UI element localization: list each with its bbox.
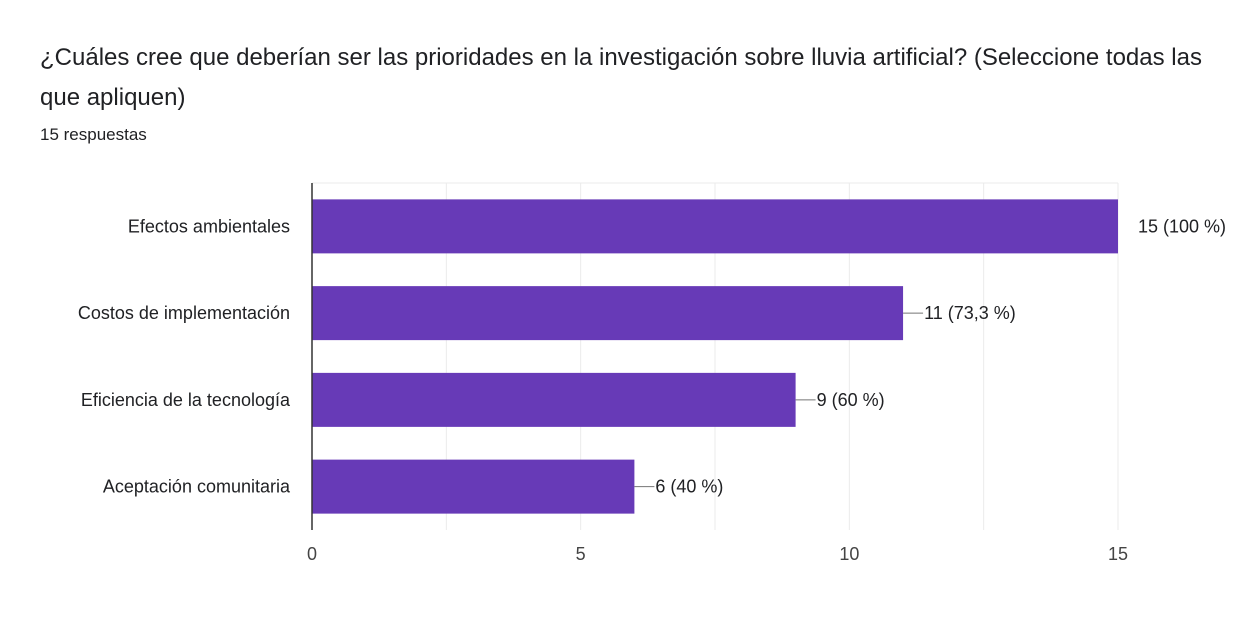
bar[interactable] [312, 286, 904, 341]
axes: 0 5 10 15 [307, 183, 1128, 564]
category-label: Costos de implementación [78, 303, 290, 323]
data-label: 9 (60 %) [817, 390, 885, 410]
response-count: 15 respuestas [40, 125, 147, 144]
x-tick-label: 0 [307, 544, 317, 564]
x-tick-label: 10 [839, 544, 859, 564]
category-label: Aceptación comunitaria [103, 477, 291, 497]
data-label: 6 (40 %) [655, 477, 723, 497]
x-tick-label: 15 [1108, 544, 1128, 564]
bar[interactable] [312, 459, 635, 514]
category-label: Efectos ambientales [128, 216, 290, 236]
bar[interactable] [312, 199, 1118, 254]
data-label: 15 (100 %) [1138, 216, 1226, 236]
x-tick-label: 5 [576, 544, 586, 564]
category-label: Eficiencia de la tecnología [81, 390, 291, 410]
data-label: 11 (73,3 %) [924, 303, 1016, 323]
labels: Efectos ambientales 15 (100 %) Costos de i… [78, 216, 1226, 496]
bar[interactable] [312, 372, 796, 427]
chart-title: ¿Cuáles cree que deberían ser las priori… [40, 44, 1202, 111]
bars [312, 199, 1118, 514]
